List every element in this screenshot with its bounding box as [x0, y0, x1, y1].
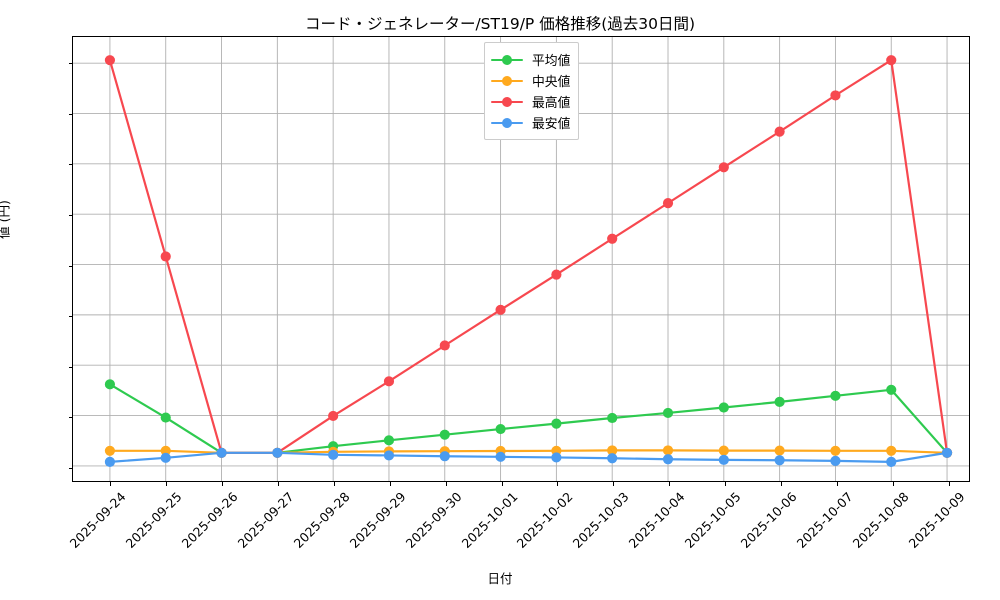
- chart-title: コード・ジェネレーター/ST19/P 価格推移(過去30日間): [304, 15, 696, 33]
- x-tick-mark: [333, 481, 335, 486]
- data-series-layer: [104, 55, 953, 467]
- legend-item[interactable]: 中央値: [491, 70, 570, 91]
- legend-label-average: 平均値: [532, 54, 571, 69]
- x-tick-mark: [893, 481, 895, 486]
- x-axis-label: 日付: [487, 571, 513, 586]
- y-axis-label: 値 (円): [0, 200, 12, 239]
- x-tick-mark: [613, 481, 615, 486]
- legend-item[interactable]: 平均値: [491, 49, 570, 70]
- legend-label-max: 最高値: [532, 96, 571, 111]
- legend-item[interactable]: 最高値: [491, 91, 570, 112]
- x-tick-mark: [277, 481, 279, 486]
- x-tick-mark: [949, 481, 950, 486]
- y-tick-mark: [68, 316, 73, 318]
- x-tick-mark: [669, 481, 671, 486]
- y-tick-mark: [68, 265, 73, 267]
- x-tick-mark: [445, 481, 447, 486]
- x-tick-mark: [725, 481, 727, 486]
- y-tick-mark: [68, 113, 73, 115]
- x-tick-mark: [501, 481, 503, 486]
- y-tick-mark: [68, 214, 73, 216]
- legend-marker-median-icon: [491, 74, 523, 88]
- chart-legend: 平均値 中央値 最高値 最安値: [484, 42, 580, 140]
- x-tick-mark: [781, 481, 783, 486]
- x-tick-mark: [221, 481, 223, 486]
- y-tick-mark: [68, 63, 73, 65]
- y-tick-mark: [68, 467, 73, 469]
- y-tick-mark: [68, 417, 73, 419]
- plot-area: 025050075010001250150017502000 2025-09-2…: [67, 36, 970, 551]
- legend-marker-average-icon: [491, 53, 523, 67]
- y-tick-mark: [68, 366, 73, 368]
- x-tick-mark: [165, 481, 167, 486]
- legend-label-median: 中央値: [532, 75, 571, 90]
- x-tick-mark: [110, 481, 111, 486]
- y-tick-mark: [68, 164, 73, 166]
- legend-marker-min-icon: [491, 116, 523, 130]
- x-tick-mark: [389, 481, 391, 486]
- legend-marker-max-icon: [491, 95, 523, 109]
- x-tick-mark: [557, 481, 559, 486]
- legend-label-min: 最安値: [532, 117, 571, 132]
- legend-item[interactable]: 最安値: [491, 112, 570, 133]
- x-tick-mark: [837, 481, 839, 486]
